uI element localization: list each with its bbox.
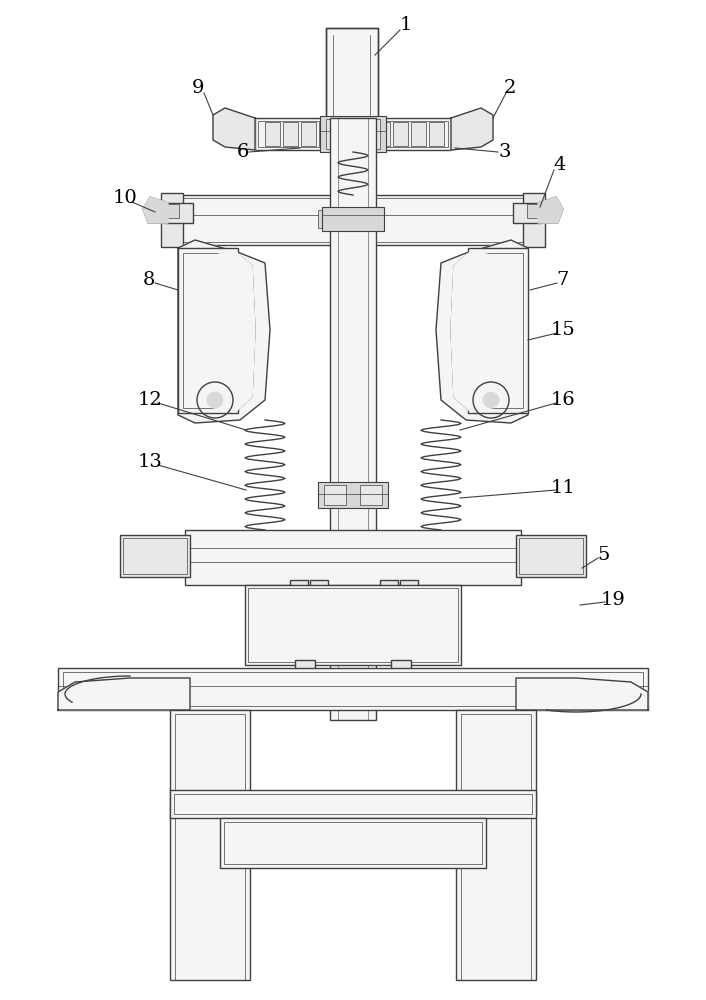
Text: 3: 3 <box>498 143 511 161</box>
Bar <box>318 210 325 228</box>
Bar <box>375 122 390 146</box>
Bar <box>363 210 370 228</box>
Polygon shape <box>58 678 190 710</box>
Bar <box>255 118 451 150</box>
Text: 16: 16 <box>551 391 575 409</box>
Bar <box>301 122 316 146</box>
Bar <box>456 710 536 980</box>
Polygon shape <box>178 240 270 423</box>
Bar <box>295 660 315 675</box>
Bar <box>258 121 448 147</box>
Bar <box>165 203 193 223</box>
Text: 10: 10 <box>113 189 138 207</box>
Polygon shape <box>516 678 648 710</box>
Text: 7: 7 <box>557 271 569 289</box>
Bar <box>380 580 398 602</box>
Bar <box>175 714 245 980</box>
Bar <box>519 538 583 574</box>
Bar <box>161 193 183 247</box>
Bar <box>527 204 541 218</box>
Bar <box>170 790 536 818</box>
Bar <box>178 248 238 413</box>
Bar <box>391 660 411 675</box>
Bar <box>170 710 250 980</box>
Bar <box>326 28 378 118</box>
Bar <box>411 122 426 146</box>
Bar <box>183 253 233 408</box>
Text: 1: 1 <box>400 16 412 34</box>
Polygon shape <box>451 251 496 412</box>
Bar <box>174 794 532 814</box>
Polygon shape <box>538 197 563 223</box>
Bar <box>298 673 312 679</box>
Bar <box>248 588 458 662</box>
Bar <box>185 530 521 585</box>
Bar <box>394 673 408 679</box>
Bar <box>468 248 528 413</box>
Bar <box>461 714 531 980</box>
Circle shape <box>483 392 499 408</box>
Bar <box>310 580 328 602</box>
Bar <box>354 210 361 228</box>
Bar <box>283 122 298 146</box>
Bar <box>523 193 545 247</box>
Bar <box>320 116 386 152</box>
Text: 6: 6 <box>237 143 249 161</box>
Text: 19: 19 <box>601 591 626 609</box>
Bar <box>326 119 380 149</box>
Bar <box>178 195 528 245</box>
Text: 9: 9 <box>192 79 204 97</box>
Bar <box>63 672 643 706</box>
Bar <box>513 203 541 223</box>
Text: 5: 5 <box>598 546 610 564</box>
Bar <box>319 122 334 146</box>
Polygon shape <box>436 240 528 423</box>
Bar <box>429 122 444 146</box>
Bar <box>330 118 376 720</box>
Text: 11: 11 <box>551 479 575 497</box>
Text: 4: 4 <box>554 156 566 174</box>
Text: 13: 13 <box>138 453 162 471</box>
Bar <box>327 210 334 228</box>
Bar <box>393 122 408 146</box>
Bar <box>516 535 586 577</box>
Bar <box>245 585 461 665</box>
Bar <box>473 253 523 408</box>
Bar <box>120 535 190 577</box>
Bar <box>224 822 482 864</box>
Bar <box>324 485 346 505</box>
Bar <box>265 122 280 146</box>
Polygon shape <box>143 197 168 223</box>
Bar <box>400 580 418 602</box>
Bar <box>336 210 343 228</box>
Bar <box>345 210 352 228</box>
Bar <box>360 485 382 505</box>
Bar <box>315 675 391 695</box>
Polygon shape <box>213 108 255 150</box>
Bar <box>182 198 524 242</box>
Bar <box>58 668 648 710</box>
Text: 15: 15 <box>551 321 575 339</box>
Bar <box>318 482 388 508</box>
Bar <box>322 207 384 231</box>
Polygon shape <box>451 108 493 150</box>
Bar <box>290 580 308 602</box>
Text: 12: 12 <box>138 391 162 409</box>
Bar <box>220 818 486 868</box>
Circle shape <box>207 392 223 408</box>
Bar <box>123 538 187 574</box>
Text: 2: 2 <box>504 79 516 97</box>
Bar <box>165 204 179 218</box>
Polygon shape <box>210 251 255 412</box>
Text: 8: 8 <box>143 271 155 289</box>
